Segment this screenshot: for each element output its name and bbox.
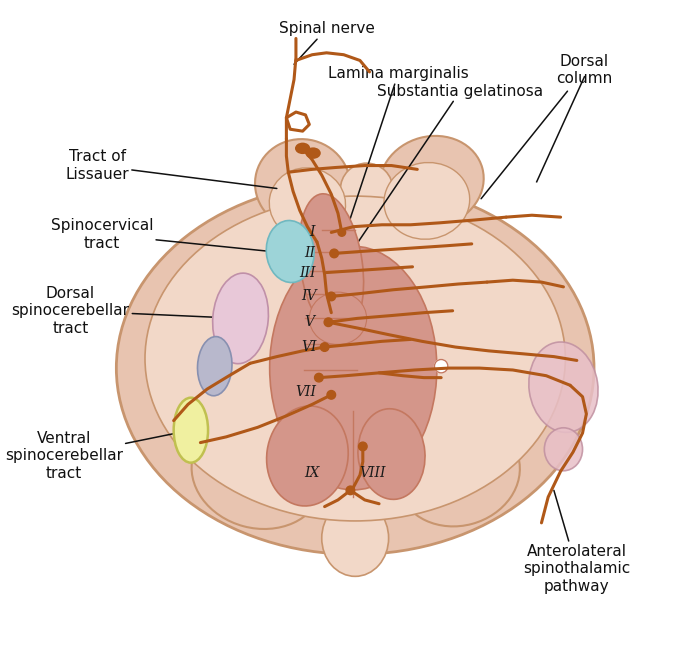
Ellipse shape [267,220,314,283]
Text: V: V [305,315,314,329]
Ellipse shape [299,194,364,336]
Text: Anterolateral
spinothalamic
pathway: Anterolateral spinothalamic pathway [523,490,630,594]
Circle shape [338,229,345,236]
Circle shape [315,373,323,382]
Circle shape [435,360,448,373]
Ellipse shape [213,273,269,364]
Ellipse shape [255,139,350,230]
Circle shape [320,343,329,351]
Circle shape [330,249,339,258]
Ellipse shape [145,196,565,521]
Text: VIII: VIII [359,466,386,480]
Circle shape [346,486,355,494]
Ellipse shape [305,147,321,159]
Ellipse shape [384,163,470,239]
Text: I: I [309,226,315,239]
Ellipse shape [173,398,208,462]
Text: Substantia gelatinosa: Substantia gelatinosa [350,84,543,254]
Text: II: II [304,247,315,260]
Circle shape [327,292,336,301]
Text: Spinocervical
tract: Spinocervical tract [51,218,290,254]
Ellipse shape [544,428,583,471]
Text: Spinal nerve: Spinal nerve [279,22,375,64]
Ellipse shape [192,417,324,529]
Text: IX: IX [305,466,320,480]
Text: Lamina marginalis: Lamina marginalis [328,66,469,232]
Circle shape [358,442,367,451]
Ellipse shape [270,247,437,490]
Circle shape [324,318,333,326]
Ellipse shape [322,500,388,576]
Ellipse shape [197,337,232,396]
Ellipse shape [267,406,348,506]
Ellipse shape [269,168,345,239]
Text: Tract of
Lissauer: Tract of Lissauer [65,149,277,188]
Text: VII: VII [295,385,316,399]
Ellipse shape [309,292,367,345]
Text: Dorsal
spinocerebellar
tract: Dorsal spinocerebellar tract [12,286,241,336]
Text: VI: VI [301,340,317,354]
Ellipse shape [529,342,598,432]
Ellipse shape [116,182,594,555]
Ellipse shape [397,420,520,526]
Ellipse shape [379,136,483,228]
Text: Dorsal
column: Dorsal column [481,54,613,199]
Text: Ventral
spinocerebellar
tract: Ventral spinocerebellar tract [5,430,191,481]
Circle shape [435,360,448,373]
Text: III: III [299,266,316,279]
Text: IV: IV [301,290,317,303]
Ellipse shape [341,163,393,216]
Ellipse shape [358,409,425,500]
Ellipse shape [295,143,310,154]
Circle shape [327,390,336,399]
